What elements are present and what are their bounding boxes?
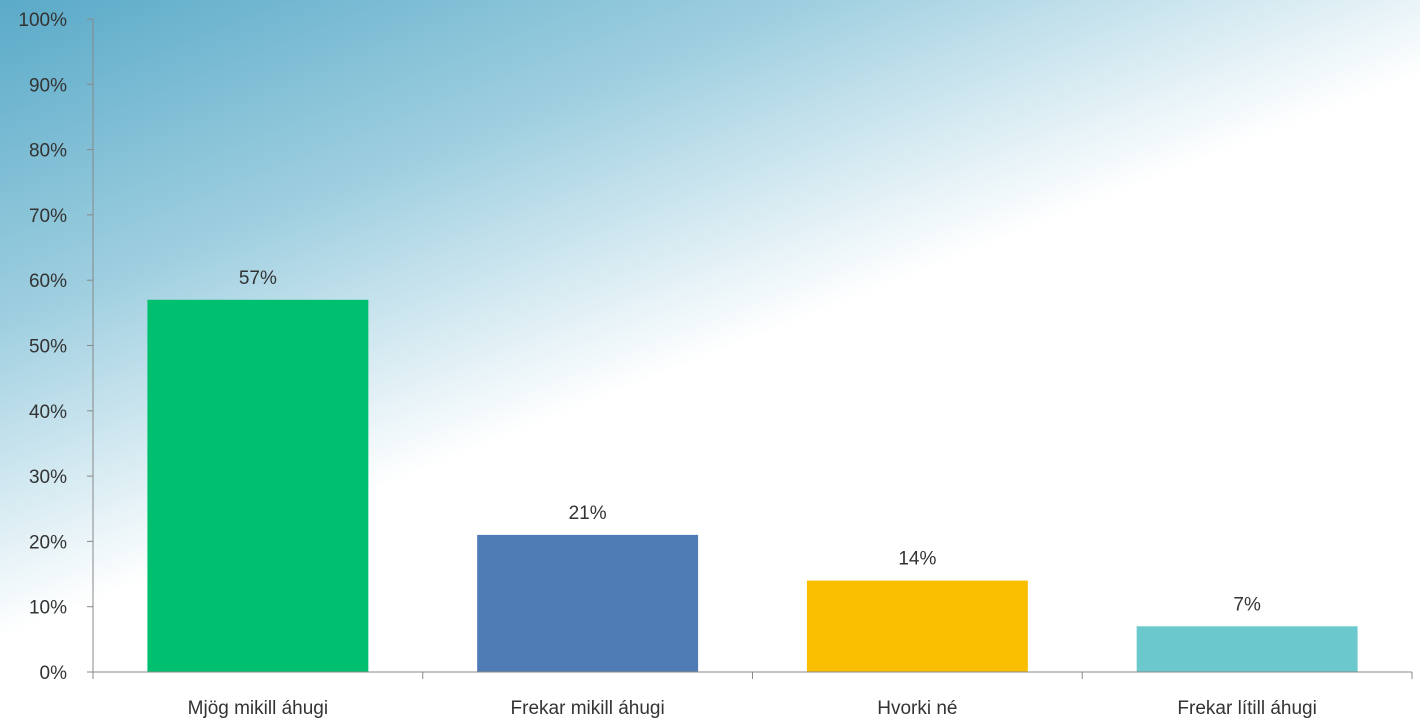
y-tick-label: 60% <box>29 271 67 292</box>
x-category-label: Frekar mikill áhugi <box>511 698 665 719</box>
bar <box>477 534 699 672</box>
y-tick-label: 90% <box>29 75 67 96</box>
bar <box>147 299 369 672</box>
y-tick-label: 80% <box>29 141 67 162</box>
x-category-label: Hvorki né <box>877 698 957 719</box>
y-tick-label: 70% <box>29 206 67 227</box>
bar-value-label: 14% <box>898 549 936 570</box>
bar <box>806 580 1028 672</box>
bar <box>1136 626 1358 672</box>
y-tick-label: 100% <box>18 10 67 31</box>
y-axis-ticks: 0% 10% 20% 30% 40% 50% 60% 70% 80% 90% 100% <box>18 10 93 684</box>
x-category-label: Frekar lítill áhugi <box>1177 698 1316 719</box>
x-category-label: Mjög mikill áhugi <box>188 698 328 719</box>
y-tick-label: 40% <box>29 402 67 423</box>
y-tick-label: 30% <box>29 467 67 488</box>
bar-value-label: 21% <box>569 503 607 524</box>
y-tick-label: 0% <box>40 663 68 684</box>
x-axis-ticks: Mjög mikill áhugi Frekar mikill áhugi Hvor… <box>92 672 1413 719</box>
y-tick-label: 20% <box>29 532 67 553</box>
bars-group: 57% 21% 14% 7% <box>147 268 1358 672</box>
bar-value-label: 57% <box>239 268 277 289</box>
y-tick-label: 50% <box>29 337 67 358</box>
bar-value-label: 7% <box>1233 594 1261 615</box>
y-tick-label: 10% <box>29 598 67 619</box>
